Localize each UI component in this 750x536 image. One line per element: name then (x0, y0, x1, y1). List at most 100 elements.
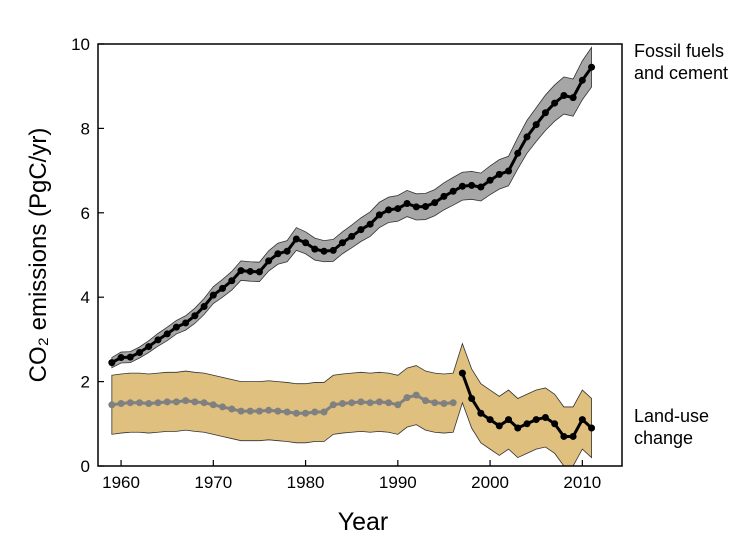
data-point (302, 239, 310, 247)
data-point (578, 416, 586, 424)
data-point (412, 203, 420, 211)
data-point (172, 323, 180, 331)
data-point (422, 202, 429, 210)
data-point (145, 400, 153, 408)
data-point (468, 394, 476, 402)
y-tick-label: 8 (81, 119, 90, 138)
data-point (182, 319, 190, 327)
y-tick-label: 0 (81, 457, 90, 476)
data-point (163, 330, 171, 338)
data-point (560, 432, 568, 440)
data-point (237, 267, 245, 275)
data-point (219, 284, 227, 292)
data-point (329, 246, 337, 254)
data-point (163, 398, 171, 406)
data-point (532, 416, 540, 424)
data-point (505, 416, 513, 424)
data-point (338, 400, 346, 408)
data-point (182, 397, 190, 405)
data-point (357, 398, 365, 406)
series-label: Land-use change (634, 406, 710, 448)
data-point (126, 399, 134, 407)
data-point (588, 63, 596, 71)
data-point (117, 400, 125, 408)
data-point (449, 399, 457, 407)
data-point (486, 416, 494, 424)
data-point (209, 291, 217, 299)
data-point (311, 408, 319, 416)
data-point (431, 399, 439, 407)
data-point (440, 192, 448, 200)
data-point (357, 226, 365, 234)
data-point (495, 170, 503, 178)
data-point (292, 235, 300, 243)
data-point (255, 268, 263, 276)
data-point (578, 76, 586, 84)
data-point (532, 121, 540, 129)
data-point (136, 348, 144, 356)
data-point (191, 312, 199, 320)
y-tick-label: 2 (81, 373, 90, 392)
y-tick-label: 4 (81, 288, 90, 307)
data-point (560, 91, 568, 99)
data-point (385, 399, 393, 407)
data-point (209, 401, 217, 409)
data-point (375, 211, 383, 219)
data-point (320, 408, 328, 416)
data-point (283, 247, 291, 255)
data-point (477, 183, 485, 191)
data-point (154, 336, 162, 344)
plot-frame (97, 43, 623, 467)
data-point (274, 407, 282, 415)
data-point (477, 409, 485, 417)
data-point (385, 206, 393, 214)
data-point (302, 409, 310, 417)
data-point (255, 407, 263, 415)
data-point (514, 424, 522, 432)
data-point (366, 220, 374, 228)
data-point (403, 200, 411, 208)
data-point (329, 401, 337, 409)
data-point (541, 109, 549, 117)
data-point (440, 400, 448, 408)
data-point (338, 239, 346, 247)
data-point (136, 399, 144, 407)
data-point (237, 407, 245, 415)
data-point (394, 205, 402, 213)
data-point (311, 245, 319, 253)
data-point (366, 399, 374, 407)
data-point (228, 405, 236, 413)
x-tick-label: 2000 (471, 473, 509, 492)
data-point (394, 401, 402, 409)
x-axis-label: Year (338, 508, 389, 536)
data-point (403, 394, 411, 402)
data-point (569, 432, 577, 440)
data-point (200, 302, 208, 310)
data-point (283, 408, 291, 416)
y-tick-label: 10 (71, 35, 90, 54)
data-point (320, 247, 328, 255)
data-point (265, 257, 273, 265)
x-tick-label: 1990 (379, 473, 417, 492)
data-point (505, 167, 513, 175)
x-tick-label: 1960 (102, 473, 140, 492)
series-label: Fossil fuels and cement (634, 41, 729, 83)
data-point (246, 267, 254, 275)
data-point (265, 406, 273, 414)
data-point (228, 277, 236, 285)
data-point (523, 133, 531, 141)
data-point (422, 397, 429, 405)
data-point (145, 343, 153, 351)
data-point (523, 420, 531, 428)
data-point (458, 182, 466, 190)
data-point (191, 398, 199, 406)
data-point (200, 399, 208, 407)
data-point (514, 149, 522, 157)
data-point (126, 353, 134, 361)
x-tick-label: 1980 (287, 473, 325, 492)
data-point (219, 403, 227, 411)
data-point (246, 407, 254, 415)
data-point (449, 187, 457, 195)
